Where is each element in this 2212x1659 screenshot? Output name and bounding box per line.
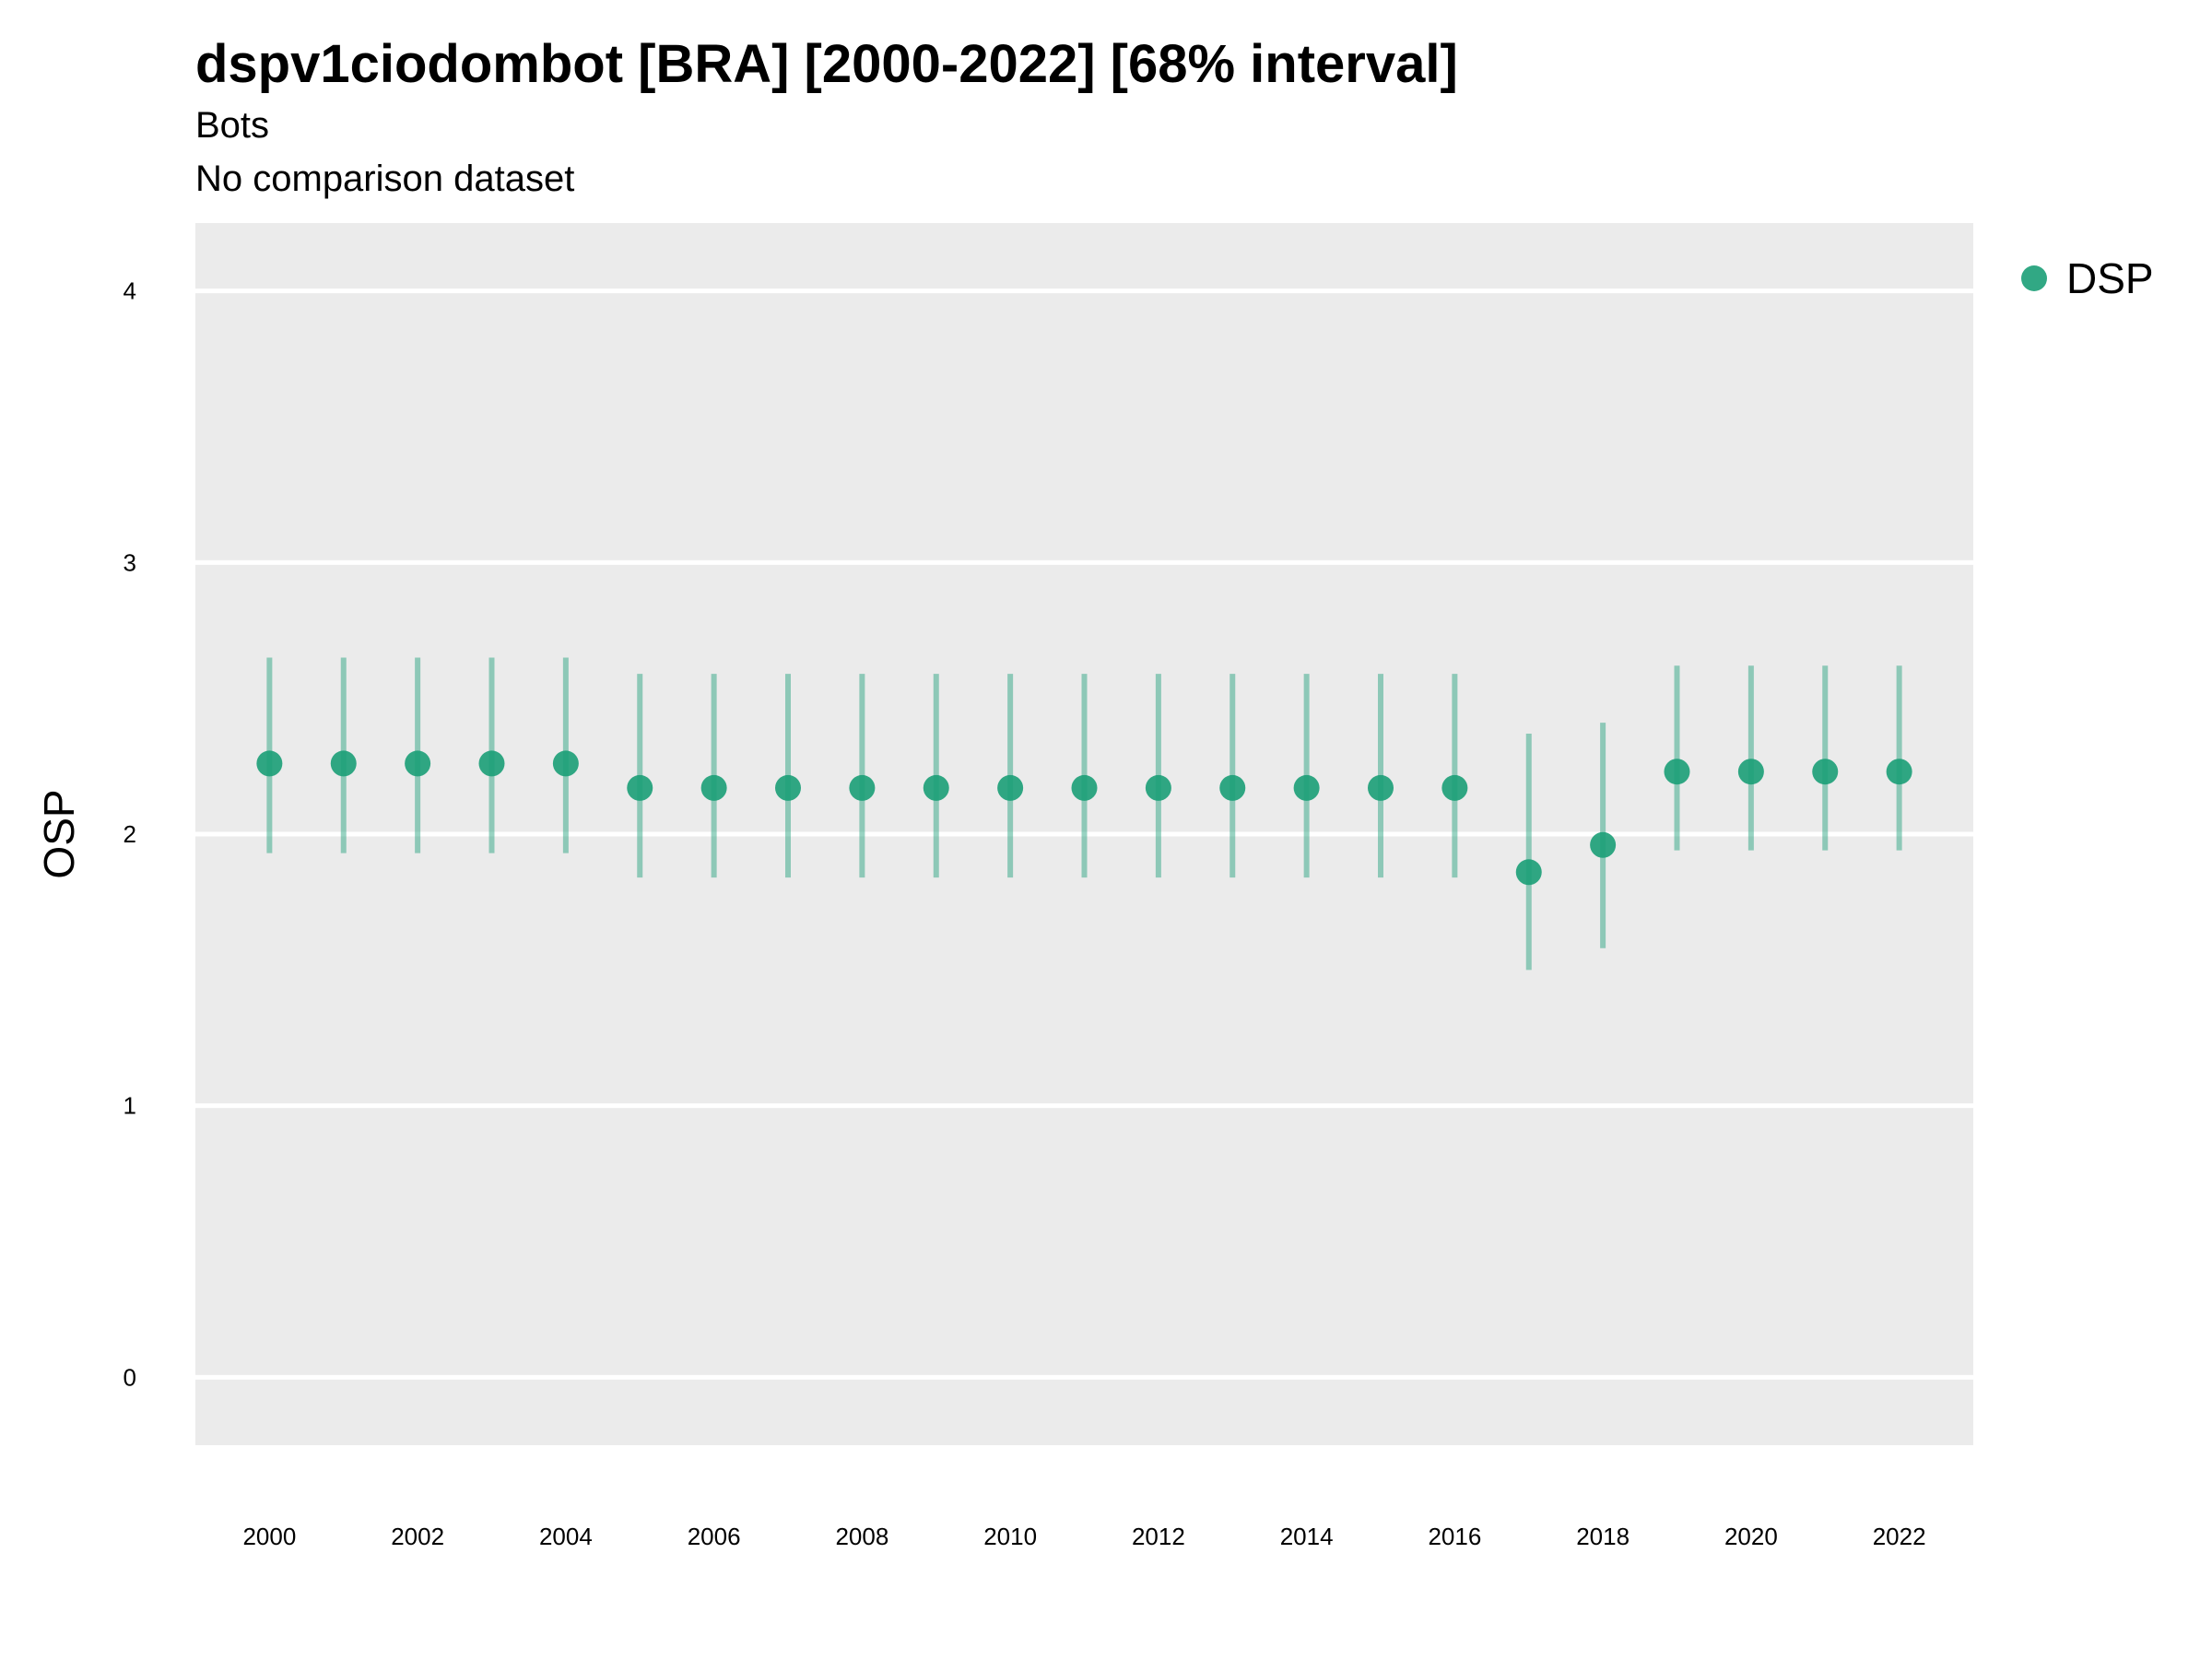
data-point-2009 [923, 774, 949, 801]
y-tick-label-2: 2 [124, 820, 136, 848]
chart-caption: No comparison dataset [195, 159, 575, 199]
x-tick-label-2006: 2006 [688, 1523, 741, 1550]
x-tick-label-2018: 2018 [1576, 1523, 1630, 1550]
points-layer [256, 750, 1912, 886]
data-point-2021 [1812, 759, 1839, 785]
data-point-2005 [627, 774, 653, 801]
data-point-2000 [256, 750, 283, 777]
legend-key-dsp [2021, 265, 2047, 291]
chart-subtitle: Bots [195, 105, 270, 146]
data-point-2014 [1293, 774, 1320, 801]
data-point-2008 [849, 774, 876, 801]
x-tick-label-2010: 2010 [983, 1523, 1037, 1550]
y-tick-label-0: 0 [124, 1363, 136, 1391]
x-tick-label-2020: 2020 [1724, 1523, 1778, 1550]
data-point-2015 [1368, 774, 1394, 801]
chart-title: dspv1ciodombot [BRA] [2000-2022] [68% in… [195, 34, 1458, 94]
legend: DSP [2021, 254, 2154, 302]
data-point-2003 [478, 750, 505, 777]
data-point-2020 [1737, 759, 1764, 785]
data-point-2017 [1515, 859, 1542, 886]
data-point-2001 [330, 750, 357, 777]
x-tick-label-2002: 2002 [391, 1523, 444, 1550]
data-point-2002 [405, 750, 431, 777]
data-point-2016 [1441, 774, 1468, 801]
data-point-2004 [552, 750, 579, 777]
x-tick-label-2008: 2008 [835, 1523, 888, 1550]
data-point-2019 [1664, 759, 1690, 785]
data-point-2013 [1219, 774, 1246, 801]
data-point-2010 [997, 774, 1024, 801]
x-tick-labels: 2000 2002 2004 2006 2008 2010 2012 2014 2016 2018… [242, 1523, 1925, 1550]
x-tick-label-2000: 2000 [242, 1523, 296, 1550]
x-tick-label-2016: 2016 [1428, 1523, 1481, 1550]
x-tick-label-2014: 2014 [1280, 1523, 1334, 1550]
legend-label-dsp: DSP [2066, 254, 2154, 302]
data-point-2011 [1071, 774, 1098, 801]
y-axis-title: OSP [35, 789, 83, 878]
y-tick-labels: 0 1 2 3 4 [124, 277, 136, 1392]
data-point-2018 [1590, 831, 1617, 858]
data-point-2007 [775, 774, 801, 801]
grid-layer [195, 288, 1973, 1380]
x-tick-label-2004: 2004 [539, 1523, 593, 1550]
data-point-2022 [1886, 759, 1912, 785]
y-tick-label-4: 4 [124, 277, 136, 305]
data-point-2012 [1145, 774, 1171, 801]
y-tick-label-3: 3 [124, 548, 136, 576]
x-tick-label-2012: 2012 [1132, 1523, 1185, 1550]
y-tick-label-1: 1 [124, 1092, 136, 1120]
data-point-2006 [700, 774, 727, 801]
x-tick-label-2022: 2022 [1873, 1523, 1926, 1550]
